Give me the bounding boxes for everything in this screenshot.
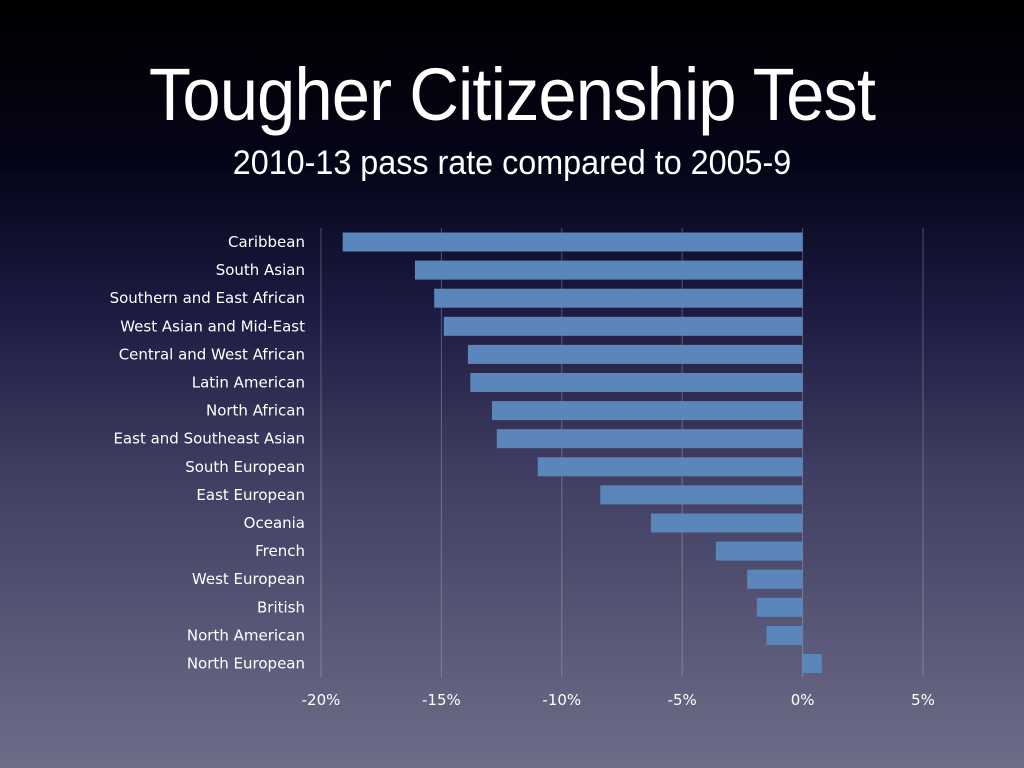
category-label: British [257, 598, 305, 616]
bar [802, 654, 822, 673]
bar [491, 401, 803, 421]
chart-subtitle: 2010-13 pass rate compared to 2005-9 [232, 144, 792, 182]
x-tick-label: 5% [911, 691, 935, 709]
category-label: West European [192, 570, 305, 588]
category-label: Southern and East African [110, 289, 305, 307]
category-label: Oceania [244, 514, 305, 532]
category-label: North African [206, 402, 305, 420]
bar [600, 485, 803, 505]
category-label: Central and West African [119, 345, 305, 363]
category-label: South Asian [216, 261, 305, 279]
bar [496, 429, 803, 449]
x-tick-label: -5% [668, 691, 697, 709]
bar [443, 316, 803, 336]
category-label: East and Southeast Asian [113, 430, 305, 448]
chart-title: Tougher Citizenship Test [148, 53, 876, 136]
bar [342, 232, 803, 252]
bar [470, 373, 803, 392]
bar [650, 513, 803, 533]
bar [537, 457, 803, 477]
category-label: Caribbean [228, 233, 305, 251]
bar [766, 625, 803, 645]
bar [467, 344, 803, 364]
category-label: North European [187, 655, 305, 673]
bar [414, 260, 803, 280]
x-tick-label: 0% [791, 691, 815, 709]
category-label: North American [187, 626, 305, 644]
category-label: French [255, 542, 305, 560]
bar [434, 288, 803, 308]
category-label: Latin American [192, 374, 305, 392]
bar [747, 569, 803, 589]
x-tick-label: -20% [302, 691, 341, 709]
bar [715, 541, 803, 561]
x-tick-label: -10% [542, 691, 581, 709]
category-label: South European [185, 458, 305, 476]
x-tick-label: -15% [422, 691, 461, 709]
category-label: East European [196, 486, 305, 504]
category-label: West Asian and Mid-East [120, 317, 305, 335]
bar [756, 597, 803, 617]
